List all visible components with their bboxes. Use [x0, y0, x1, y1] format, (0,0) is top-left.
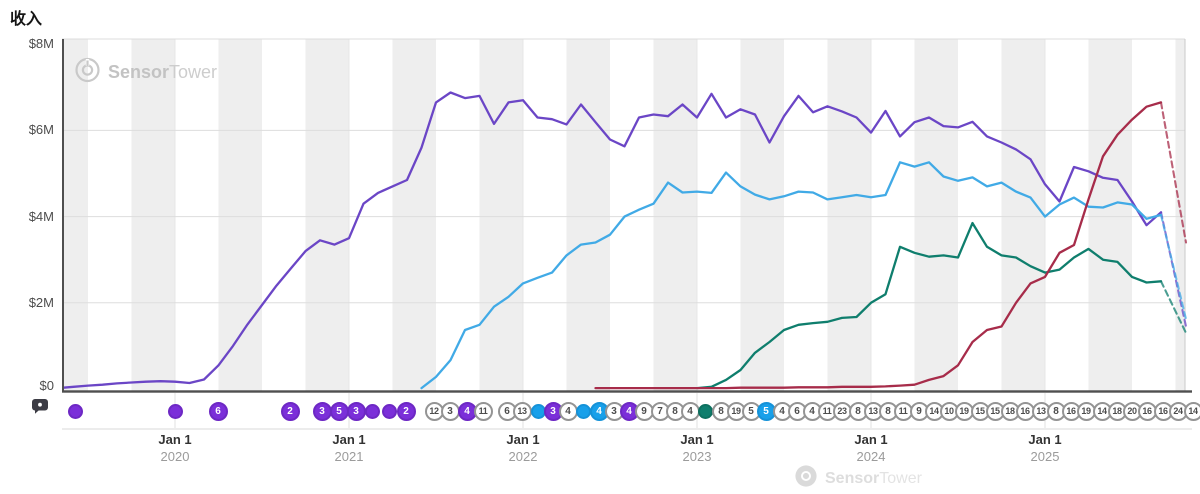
x-tick-year: 2023	[680, 450, 713, 465]
y-axis-label: $2M	[0, 295, 54, 310]
y-axis-label: $8M	[0, 36, 54, 51]
event-marker-badge[interactable]: 13	[513, 402, 532, 421]
event-marker-dot[interactable]	[365, 404, 380, 419]
event-marker-dot[interactable]	[168, 404, 183, 419]
x-tick-label: Jan 1	[158, 433, 191, 448]
x-tick-label: Jan 1	[1028, 433, 1061, 448]
sensortower-logo-icon	[74, 56, 101, 88]
x-tick-label: Jan 1	[854, 433, 887, 448]
sensortower-watermark: SensorTower	[74, 56, 217, 88]
event-marker-dot[interactable]	[698, 404, 713, 419]
x-tick-year: 2022	[506, 450, 539, 465]
x-tick-year: 2025	[1028, 450, 1061, 465]
events-row-bubble-icon	[31, 398, 49, 420]
event-marker-badge[interactable]: 3	[347, 402, 366, 421]
event-marker-badge[interactable]: 3	[313, 402, 332, 421]
event-marker-badge[interactable]: 14	[1184, 402, 1200, 421]
x-axis-tick: Jan 1 2025	[1028, 433, 1061, 465]
x-axis-tick: Jan 1 2022	[506, 433, 539, 465]
x-tick-label: Jan 1	[680, 433, 713, 448]
y-axis-label: $6M	[0, 122, 54, 137]
event-marker-dot[interactable]	[576, 404, 591, 419]
event-marker-badge[interactable]: 2	[397, 402, 416, 421]
x-tick-year: 2021	[332, 450, 365, 465]
event-marker-badge[interactable]: 2	[281, 402, 300, 421]
x-tick-year: 2020	[158, 450, 191, 465]
page-title: 收入	[10, 5, 42, 29]
x-axis-tick: Jan 1 2020	[158, 433, 191, 465]
event-marker-badge[interactable]: 4	[681, 402, 700, 421]
event-marker-badge[interactable]: 5	[330, 402, 349, 421]
event-marker-badge[interactable]: 4	[559, 402, 578, 421]
event-marker-badge[interactable]: 11	[474, 402, 493, 421]
event-marker-dot[interactable]	[382, 404, 397, 419]
event-marker-badge[interactable]: 3	[441, 402, 460, 421]
x-axis-tick: Jan 1 2021	[332, 433, 365, 465]
y-axis-label: $0	[0, 378, 54, 393]
x-tick-label: Jan 1	[506, 433, 539, 448]
event-marker-badge[interactable]: 6	[209, 402, 228, 421]
watermark-text: SensorTower	[108, 62, 217, 83]
x-axis-tick: Jan 1 2023	[680, 433, 713, 465]
y-axis-label: $4M	[0, 209, 54, 224]
x-tick-label: Jan 1	[332, 433, 365, 448]
event-marker-dot[interactable]	[68, 404, 83, 419]
revenue-chart-panel: { "title": "收入", "watermark": {"part1": …	[0, 0, 1200, 479]
